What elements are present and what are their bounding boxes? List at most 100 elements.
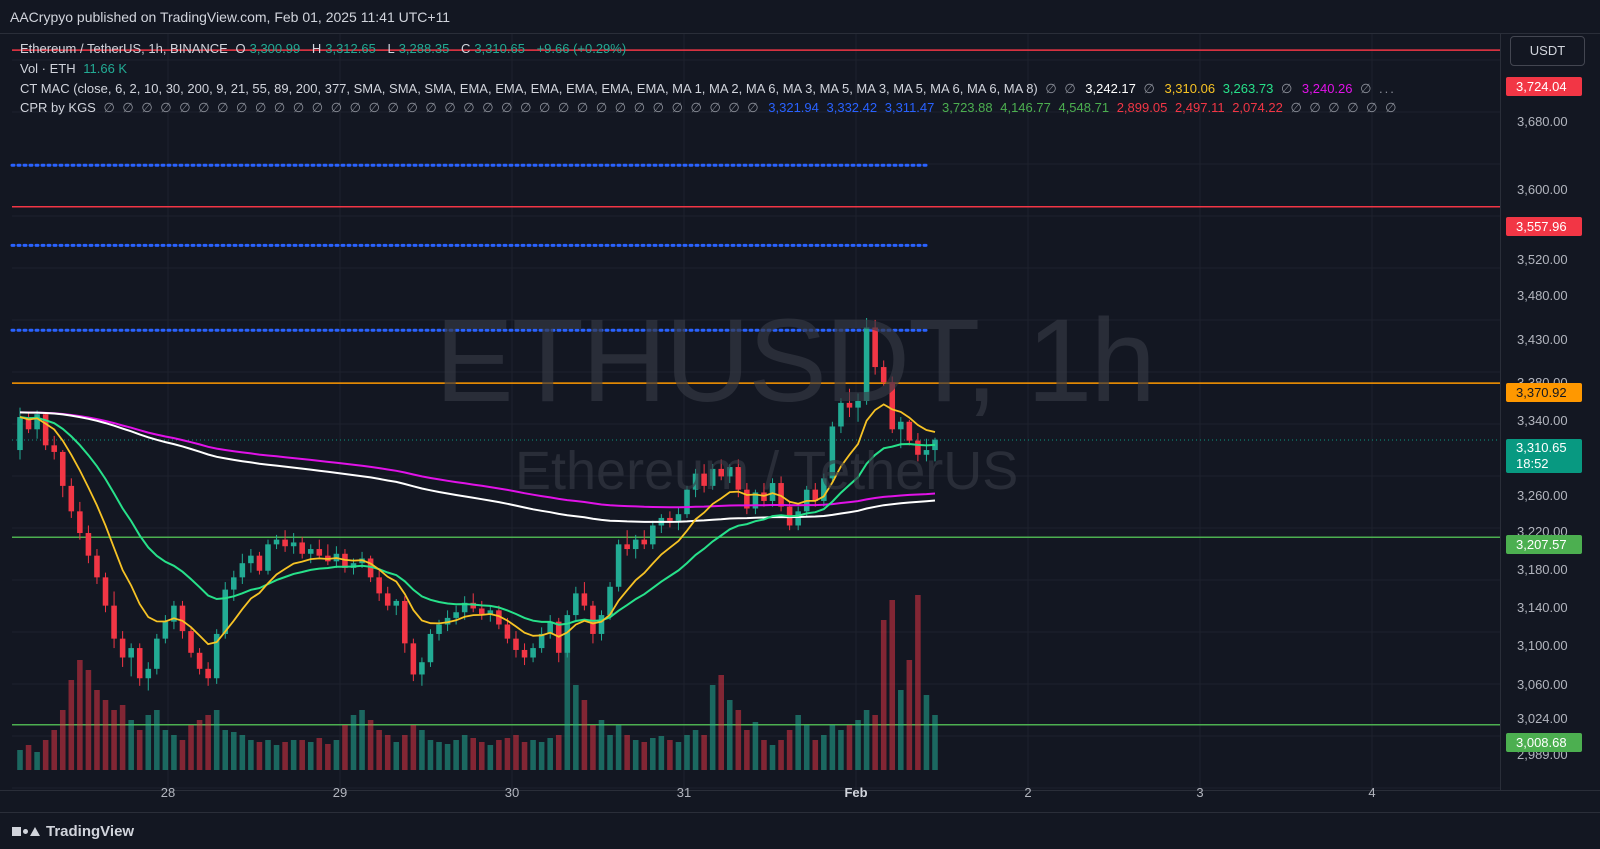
volume-bar xyxy=(179,740,186,770)
candle-body xyxy=(513,638,519,650)
ctmac-value-2: 3,310.06 xyxy=(1164,81,1216,96)
candle-body xyxy=(273,539,280,545)
ctmac-value-4: 3,240.26 xyxy=(1301,81,1353,96)
volume-bar xyxy=(598,720,605,770)
candle-body xyxy=(564,615,571,653)
volume-bar xyxy=(77,660,83,770)
candle-body xyxy=(25,417,32,430)
volume-bar xyxy=(607,735,613,770)
candle-body xyxy=(256,555,263,571)
price-tag-orange[interactable]: 3,370.92 xyxy=(1506,383,1582,402)
tradingview-brand[interactable]: TradingView xyxy=(46,822,135,840)
volume-bar xyxy=(829,725,836,770)
volume-bar xyxy=(393,742,400,770)
candle-body xyxy=(436,624,442,634)
candle-body xyxy=(538,633,545,649)
symbol-description-watermark: Ethereum / TetherUS xyxy=(515,441,1019,501)
volume-bar xyxy=(145,715,152,770)
candle-body xyxy=(932,439,938,451)
candle-body xyxy=(692,473,699,490)
volume-bar xyxy=(196,720,203,770)
volume-bar xyxy=(316,738,323,770)
candle-body xyxy=(299,542,305,554)
volume-label: Vol · ETH xyxy=(20,61,76,76)
ma-mint-line xyxy=(19,416,936,626)
cpr-blue-3: 3,311.47 xyxy=(884,100,935,115)
price-chart[interactable] xyxy=(0,0,1600,812)
candle-body xyxy=(393,600,400,606)
volume-bar xyxy=(25,745,32,770)
candle-body xyxy=(521,649,528,658)
volume-bar xyxy=(333,740,340,770)
candle-body xyxy=(470,602,477,609)
candle-body xyxy=(128,648,134,658)
ctmac-legend[interactable]: CT MAC (close, 6, 2, 10, 30, 200, 9, 21,… xyxy=(20,81,1400,97)
candle-body xyxy=(307,549,314,554)
candle-body xyxy=(906,421,913,441)
last-price-tag[interactable]: 3,310.65 18:52 xyxy=(1506,439,1582,473)
volume-bar xyxy=(102,700,109,770)
volume-bar xyxy=(325,744,331,770)
volume-bar xyxy=(419,730,425,770)
candle-body xyxy=(367,558,374,578)
volume-bar xyxy=(205,715,211,770)
candle-body xyxy=(821,478,827,501)
volume-bar xyxy=(573,685,579,770)
candle-body xyxy=(496,610,502,625)
x-tick: 29 xyxy=(332,785,348,800)
candle-body xyxy=(761,492,767,501)
symbol-title[interactable]: Ethereum / TetherUS, 1h, BINANCE xyxy=(20,41,228,56)
candle-body xyxy=(419,662,425,675)
volume-bar xyxy=(761,740,767,770)
price-tag-red[interactable]: 3,724.04 xyxy=(1506,77,1582,96)
candle-body xyxy=(615,544,622,587)
candle-body xyxy=(444,617,451,625)
volume-bar xyxy=(17,750,23,770)
volume-legend[interactable]: Vol · ETH 11.66 K xyxy=(20,61,131,76)
candle-body xyxy=(923,450,930,455)
price-tag-red[interactable]: 3,557.96 xyxy=(1506,217,1582,236)
candle-body xyxy=(504,624,511,639)
candle-body xyxy=(42,414,49,446)
volume-bar xyxy=(923,695,930,770)
volume-bar xyxy=(915,595,921,770)
candle-body xyxy=(838,402,844,427)
price-tag-green[interactable]: 3,008.68 xyxy=(1506,733,1582,752)
cpr-legend[interactable]: CPR by KGS ∅ ∅ ∅ ∅ ∅ ∅ ∅ ∅ ∅ ∅ ∅ ∅ ∅ ∅ ∅… xyxy=(20,100,1402,116)
candle-body xyxy=(17,417,23,451)
x-tick: 2 xyxy=(1024,785,1032,800)
volume-bar xyxy=(872,715,878,770)
candle-body xyxy=(342,553,348,568)
volume-bar xyxy=(667,740,673,770)
cpr-blue-1: 3,321.94 xyxy=(768,100,819,115)
cpr-green-3: 4,548.71 xyxy=(1058,100,1110,115)
low-label: L xyxy=(387,41,395,56)
candle-body xyxy=(136,648,143,679)
volume-bar xyxy=(59,710,66,770)
ctmac-value-1: 3,242.17 xyxy=(1085,81,1136,96)
volume-bar xyxy=(239,735,246,770)
cpr-red-1: 2,899.05 xyxy=(1116,100,1168,115)
ctmac-tail: ∅ ... xyxy=(1360,81,1396,96)
volume-bar xyxy=(880,620,887,770)
volume-bar xyxy=(427,740,434,770)
candle-body xyxy=(855,401,861,408)
open-value: 3,300.99 xyxy=(249,41,301,56)
volume-bar xyxy=(256,742,263,770)
volume-bar xyxy=(726,700,733,770)
currency-button[interactable]: USDT xyxy=(1510,36,1585,66)
price-tag-green[interactable]: 3,207.57 xyxy=(1506,535,1582,554)
publisher-bar: AACrypyo published on TradingView.com, F… xyxy=(0,0,1600,34)
volume-bar xyxy=(68,680,75,770)
candle-body xyxy=(51,445,57,452)
volume-bar xyxy=(778,740,784,770)
cpr-blue-2: 3,332.42 xyxy=(826,100,878,115)
candle-body xyxy=(154,638,160,669)
volume-bar xyxy=(906,660,913,770)
candle-body xyxy=(880,367,887,383)
symbol-legend[interactable]: Ethereum / TetherUS, 1h, BINANCE O 3,300.… xyxy=(20,41,630,56)
volume-bar xyxy=(735,710,742,770)
volume-bar xyxy=(744,730,750,770)
candle-body xyxy=(231,577,237,590)
candle-body xyxy=(769,483,776,501)
